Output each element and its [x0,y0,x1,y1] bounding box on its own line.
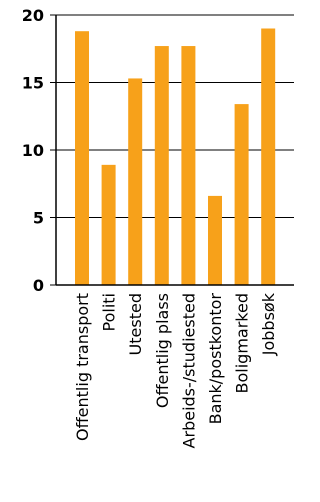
y-tick-label: 0 [33,276,44,295]
x-category-label: Offentlig transport [73,293,92,441]
bar-7 [234,104,249,285]
x-category-labels: Offentlig transport Politi Utested Offentli… [73,292,278,448]
bar-6 [208,195,222,285]
grid-layer [56,14,294,218]
bar-layer [75,28,276,286]
y-tick-label: 20 [22,6,44,25]
axis-layer [50,14,294,286]
y-tick-labels: 0 5 10 15 20 [22,6,44,295]
bar-5 [181,46,196,285]
bar-1 [75,31,89,286]
y-tick-label: 10 [22,141,44,160]
x-category-label: Bank/postkontor [206,293,225,425]
bar-8 [261,28,276,285]
x-category-label: Politi [100,293,119,331]
x-category-label: Jobbsøk [259,292,278,356]
x-category-label: Boligmarked [233,293,252,393]
x-category-label: Utested [126,293,145,355]
bar-2 [101,164,116,285]
bar-4 [154,46,169,285]
y-tick-label: 15 [22,74,44,93]
x-category-label: Offentlig plass [153,293,172,408]
x-category-label: Arbeids-/studiested [179,293,198,448]
y-tick-label: 5 [33,209,44,228]
bar-3 [128,78,143,285]
